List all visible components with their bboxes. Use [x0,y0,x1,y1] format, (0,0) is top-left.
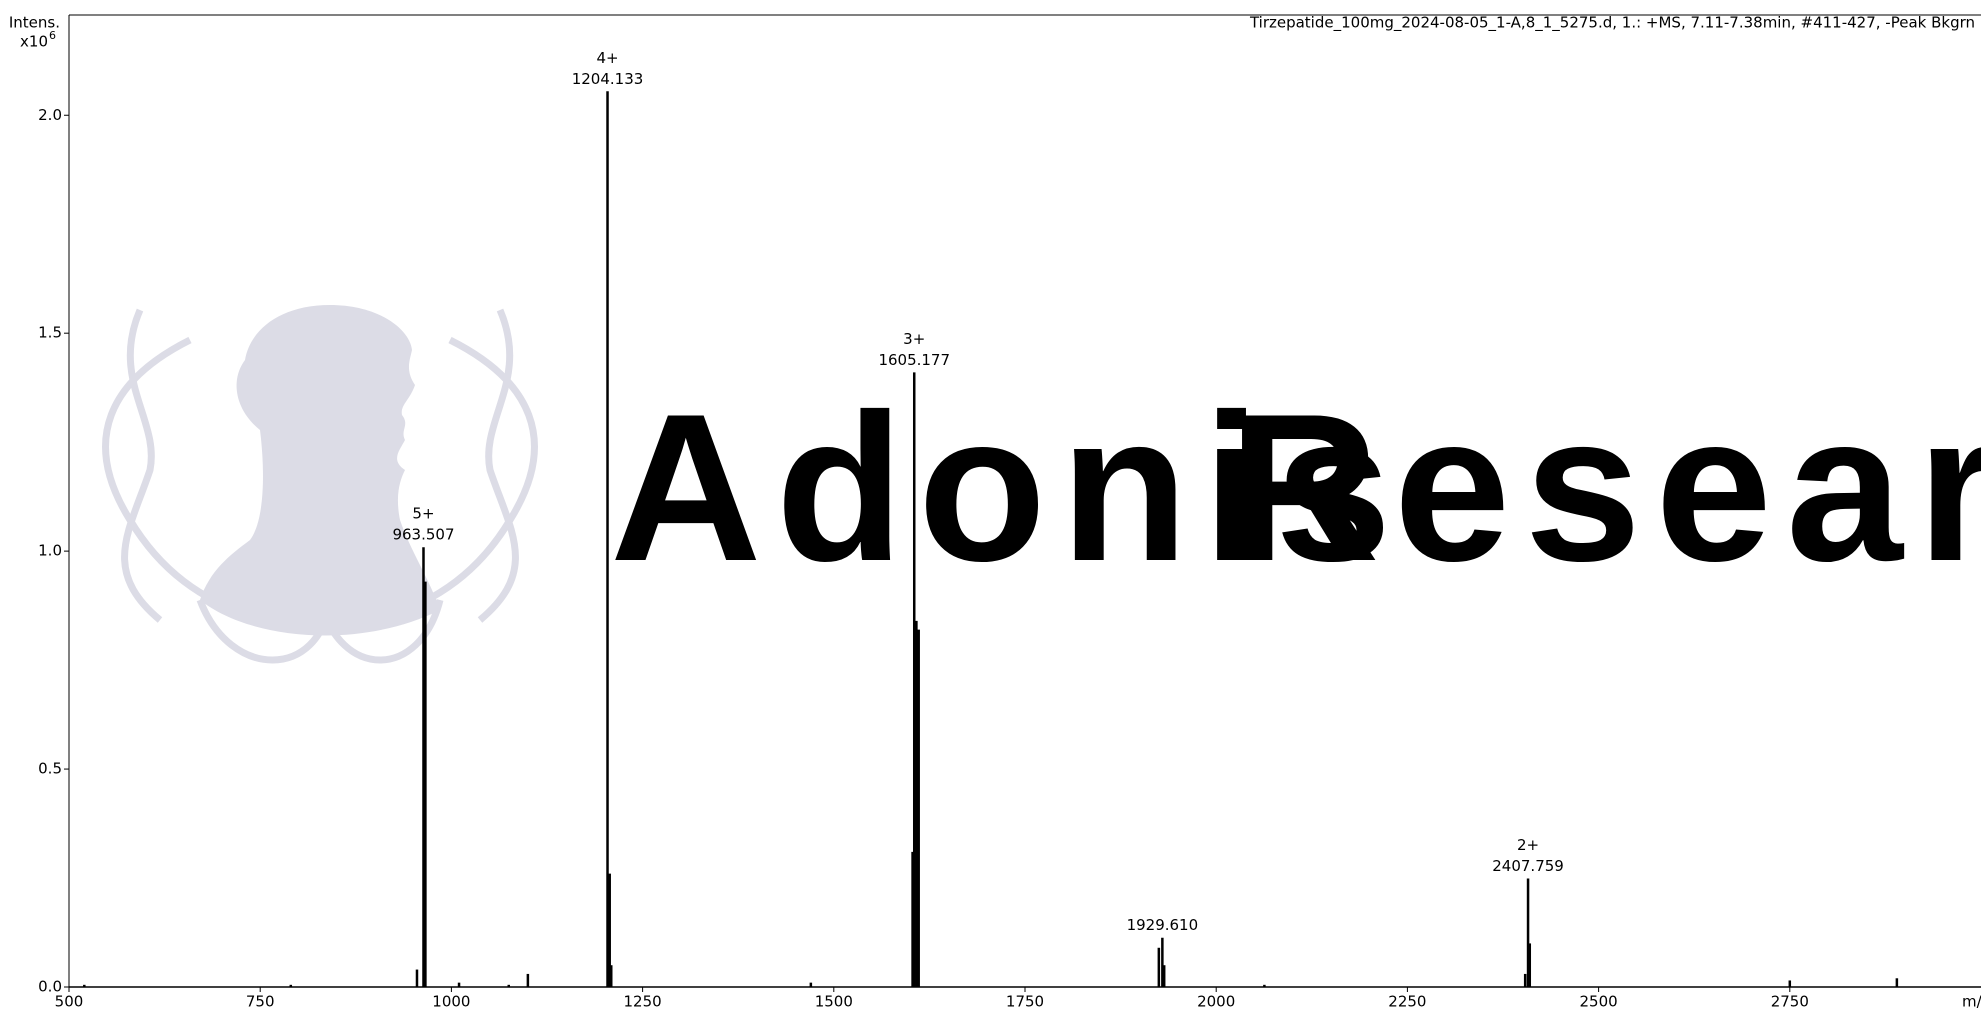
peak-charge-label: 2+ [1517,836,1539,854]
chart: Adonis Research Tirzepatide_100mg_2024-0… [0,0,1981,1011]
peak-mass-label: 1929.610 [1127,916,1199,934]
y-scale-label: x10 [20,33,48,51]
peak-mass-label: 1605.177 [878,351,950,369]
x-tick-label: 1500 [815,993,853,1011]
x-tick-label: 2250 [1388,993,1426,1011]
peak-charge-label: 3+ [903,330,925,348]
x-axis-label: m/ [1962,993,1981,1011]
peak-mass-label: 2407.759 [1492,857,1564,875]
peak-mass-label: 963.507 [392,526,454,544]
x-tick-label: 1000 [432,993,470,1011]
y-tick-label: 1.0 [38,542,62,560]
y-tick-label: 2.0 [38,106,62,124]
watermark-bust [200,305,440,635]
peak-mass-label: 1204.133 [572,70,644,88]
x-tick-label: 1750 [1006,993,1044,1011]
x-tick-label: 750 [246,993,275,1011]
y-tick-label: 1.5 [38,324,62,342]
x-tick-label: 2000 [1197,993,1235,1011]
y-scale-exponent: 6 [49,29,56,42]
x-tick-label: 2750 [1771,993,1809,1011]
peak-charge-label: 4+ [596,49,618,67]
chart-title: Tirzepatide_100mg_2024-08-05_1-A,8_1_527… [1249,14,1975,33]
peak-charge-label: 5+ [412,505,434,523]
y-tick-label: 0.5 [38,760,62,778]
watermark-text: Research [1228,370,1981,605]
x-tick-label: 1250 [624,993,662,1011]
x-tick-label: 2500 [1580,993,1618,1011]
x-tick-label: 500 [55,993,84,1011]
